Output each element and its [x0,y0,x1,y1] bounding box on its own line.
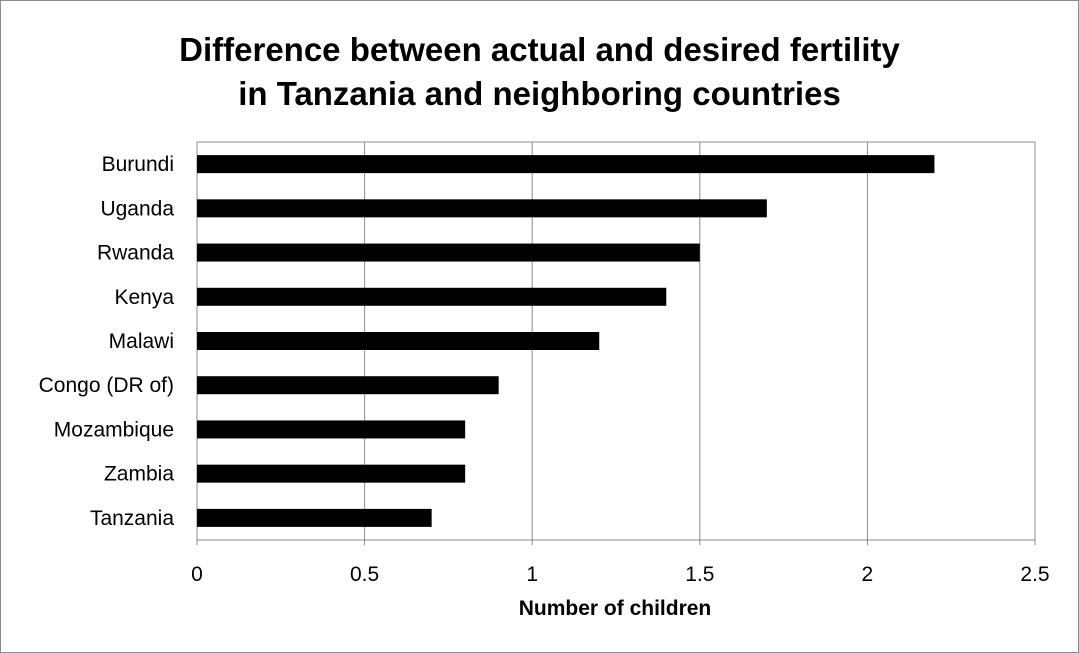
category-label: Burundi [102,153,174,176]
category-label: Mozambique [54,418,174,441]
x-tick-label: 0.5 [350,563,379,586]
category-labels: Burundi Uganda Rwanda Kenya Malawi Congo (DR … [39,153,175,530]
bar [197,155,935,174]
bar [197,376,499,395]
category-label: Kenya [114,286,174,309]
category-label: Zambia [104,463,174,486]
category-label: Tanzania [90,507,174,530]
category-label: Malawi [109,330,174,353]
bars [197,155,935,527]
bar [197,420,466,439]
bar [197,199,767,218]
bar [197,287,667,306]
category-label: Rwanda [97,242,174,265]
chart-title-line-2: in Tanzania and neighboring countries [238,75,841,112]
x-tick-label: 0 [191,563,203,586]
x-tick-label: 1.5 [685,563,714,586]
category-label: Uganda [100,197,174,220]
x-axis-label: Number of children [519,597,712,620]
bar [197,243,700,262]
chart-title-line-1: Difference between actual and desired fe… [179,31,900,68]
bar [197,508,432,527]
bar [197,464,466,483]
category-label: Congo (DR of) [39,374,174,397]
bar [197,332,600,350]
chart-title: Difference between actual and desired fe… [0,28,1079,116]
x-tick-labels: 0 0.5 1 1.5 2 2.5 [191,563,1049,586]
x-tick-label: 1 [526,563,538,586]
x-tick-label: 2 [862,563,874,586]
x-tick-label: 2.5 [1020,563,1049,586]
